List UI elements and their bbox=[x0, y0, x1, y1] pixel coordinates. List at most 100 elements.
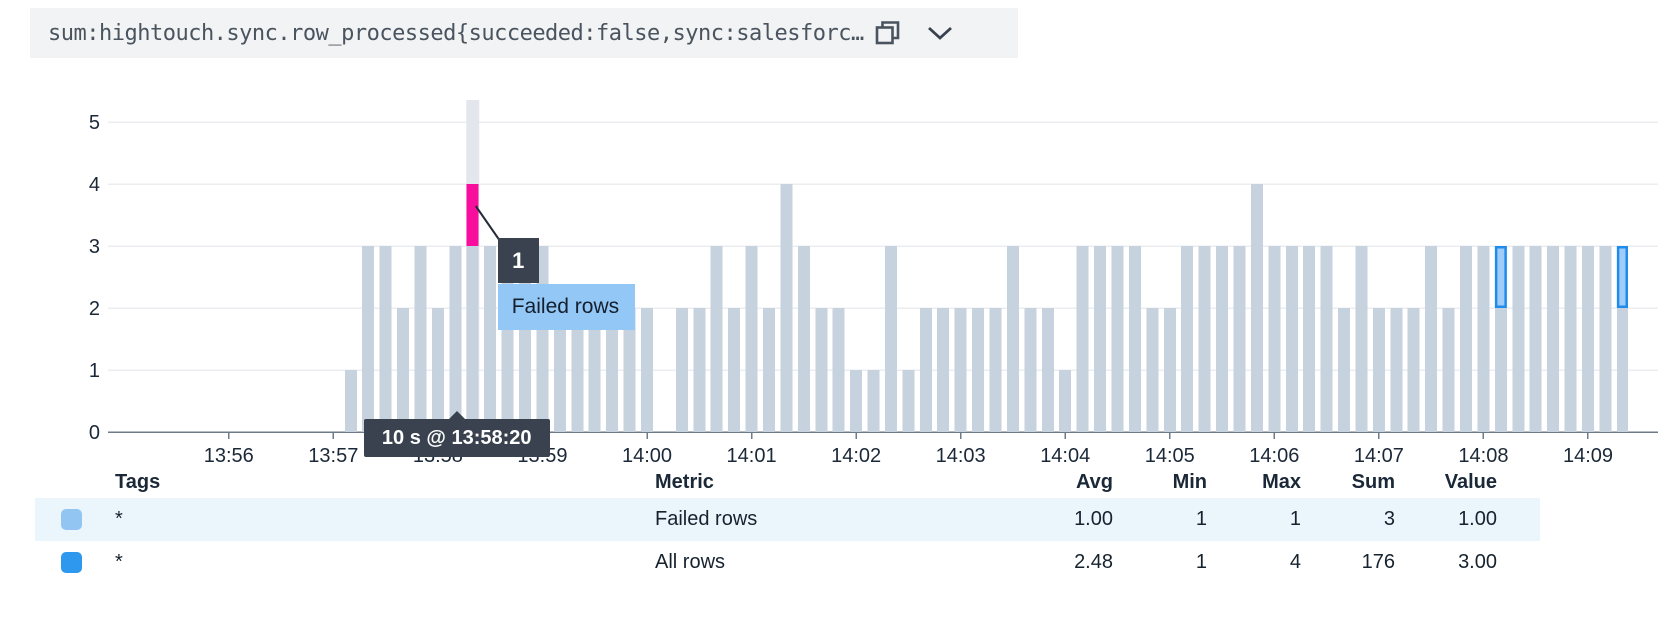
cell-sum: 3 bbox=[1383, 508, 1395, 530]
series-swatch[interactable] bbox=[35, 509, 107, 530]
chart-bar[interactable] bbox=[1477, 246, 1490, 432]
chart-bar[interactable] bbox=[588, 308, 601, 432]
chart-bar[interactable] bbox=[1547, 246, 1560, 432]
chart-bar[interactable] bbox=[397, 308, 410, 432]
chart-bar[interactable] bbox=[989, 308, 1002, 432]
chart-bar[interactable] bbox=[1355, 246, 1368, 432]
chart-bar[interactable] bbox=[815, 308, 828, 432]
chart-bar[interactable] bbox=[1390, 308, 1403, 432]
chart-bar[interactable] bbox=[1320, 246, 1333, 432]
chart-bar[interactable] bbox=[1128, 246, 1141, 432]
legend-header-row: Tags Metric Avg Min Max Sum Value bbox=[35, 467, 1540, 498]
series-color-swatch[interactable] bbox=[61, 509, 82, 530]
chart-bar[interactable] bbox=[1059, 370, 1072, 432]
chart-bar[interactable] bbox=[780, 184, 793, 432]
chart-bar[interactable] bbox=[1494, 308, 1507, 432]
chart-bar[interactable] bbox=[606, 308, 619, 432]
chart-bar[interactable] bbox=[553, 308, 566, 432]
x-tick-label: 13:57 bbox=[308, 445, 358, 467]
series-color-swatch[interactable] bbox=[61, 552, 82, 573]
chart-bar-failed-segment[interactable] bbox=[1616, 246, 1628, 308]
chart-bar[interactable] bbox=[623, 308, 636, 432]
tooltip-connector-line bbox=[474, 205, 502, 243]
x-tick-label: 14:03 bbox=[936, 445, 986, 467]
chart-bar[interactable] bbox=[1564, 246, 1577, 432]
chart-bar[interactable] bbox=[1146, 308, 1159, 432]
chart-bar[interactable] bbox=[972, 308, 985, 432]
chart-bar[interactable] bbox=[1460, 246, 1473, 432]
chart-bar[interactable] bbox=[1181, 246, 1194, 432]
chart-bar[interactable] bbox=[710, 246, 723, 432]
chart-bar[interactable] bbox=[1216, 246, 1229, 432]
chart-bar[interactable] bbox=[1198, 246, 1211, 432]
chart-bar[interactable] bbox=[728, 308, 741, 432]
chart-bar[interactable] bbox=[1111, 246, 1124, 432]
cell-avg: 1.00 bbox=[1074, 508, 1113, 530]
series-swatch[interactable] bbox=[35, 552, 107, 573]
table-row[interactable]: * All rows 2.48 1 4 176 3.00 bbox=[35, 541, 1540, 584]
x-tick-label: 14:08 bbox=[1458, 445, 1508, 467]
chart-bar[interactable] bbox=[344, 370, 357, 432]
chart-bar[interactable] bbox=[1372, 308, 1385, 432]
legend-header-metric: Metric bbox=[655, 471, 714, 493]
chart-bar-failed-segment-hovered[interactable] bbox=[466, 184, 479, 246]
chart-bar[interactable] bbox=[1407, 308, 1420, 432]
x-tick-label: 14:00 bbox=[622, 445, 672, 467]
cell-value: 1.00 bbox=[1458, 508, 1497, 530]
table-row[interactable]: * Failed rows 1.00 1 1 3 1.00 bbox=[35, 498, 1540, 541]
chart-bar[interactable] bbox=[1285, 246, 1298, 432]
chart-bar[interactable] bbox=[1512, 246, 1525, 432]
chart-bar[interactable] bbox=[832, 308, 845, 432]
chart-bar[interactable] bbox=[1616, 308, 1628, 432]
hover-tooltip-value: 1 bbox=[497, 238, 539, 283]
chart-bar[interactable] bbox=[431, 308, 444, 432]
chart-bar[interactable] bbox=[850, 370, 863, 432]
cell-max: 1 bbox=[1289, 508, 1301, 530]
chart-bar[interactable] bbox=[919, 308, 932, 432]
chart-bar-failed-segment[interactable] bbox=[1494, 246, 1507, 308]
chart-bar[interactable] bbox=[1024, 308, 1037, 432]
chart-bar[interactable] bbox=[1250, 184, 1263, 432]
chart-bar[interactable] bbox=[745, 246, 758, 432]
copy-icon[interactable] bbox=[874, 19, 901, 47]
chart-bar[interactable] bbox=[1529, 246, 1542, 432]
chart-bar[interactable] bbox=[902, 370, 915, 432]
chart-bar[interactable] bbox=[1338, 308, 1351, 432]
chart-bar[interactable] bbox=[1094, 246, 1107, 432]
chart-bar[interactable] bbox=[1599, 246, 1612, 432]
chart-bar[interactable] bbox=[1268, 246, 1281, 432]
chart-bar[interactable] bbox=[1442, 308, 1455, 432]
chart-bar[interactable] bbox=[762, 308, 775, 432]
cell-metric: Failed rows bbox=[655, 508, 758, 530]
chart-bar[interactable] bbox=[675, 308, 688, 432]
chart-bar[interactable] bbox=[954, 308, 967, 432]
chart-bar[interactable] bbox=[1303, 246, 1316, 432]
chart-bar[interactable] bbox=[867, 370, 880, 432]
chart-bar[interactable] bbox=[641, 308, 653, 432]
chart-bar[interactable] bbox=[693, 308, 706, 432]
chart-bar[interactable] bbox=[414, 246, 427, 432]
chart-bar[interactable] bbox=[379, 246, 392, 432]
chart-bar[interactable] bbox=[1006, 246, 1019, 432]
chart-bar[interactable] bbox=[1233, 246, 1246, 432]
chart-bar[interactable] bbox=[571, 308, 584, 432]
chart-bar[interactable] bbox=[1041, 308, 1054, 432]
chart-bar[interactable] bbox=[1425, 246, 1438, 432]
chart-bar[interactable] bbox=[362, 246, 375, 432]
cell-max: 4 bbox=[1289, 551, 1301, 573]
chart-bar[interactable] bbox=[484, 246, 497, 432]
chart-bar[interactable] bbox=[466, 246, 479, 432]
chart-bar[interactable] bbox=[797, 246, 810, 432]
chart-bar[interactable] bbox=[937, 308, 950, 432]
chart-bar[interactable] bbox=[501, 246, 514, 432]
x-tick-label: 14:06 bbox=[1249, 445, 1299, 467]
metric-query-bar[interactable]: sum:hightouch.sync.row_processed{succeed… bbox=[30, 8, 1018, 58]
chevron-down-icon[interactable] bbox=[927, 25, 953, 41]
chart-bar[interactable] bbox=[884, 246, 897, 432]
chart-bar[interactable] bbox=[1581, 246, 1594, 432]
chart-bar[interactable] bbox=[449, 246, 462, 432]
chart-bar[interactable] bbox=[1163, 308, 1176, 432]
cell-tags: * bbox=[115, 508, 123, 530]
cell-sum: 176 bbox=[1361, 551, 1395, 573]
chart-bar[interactable] bbox=[1076, 246, 1089, 432]
